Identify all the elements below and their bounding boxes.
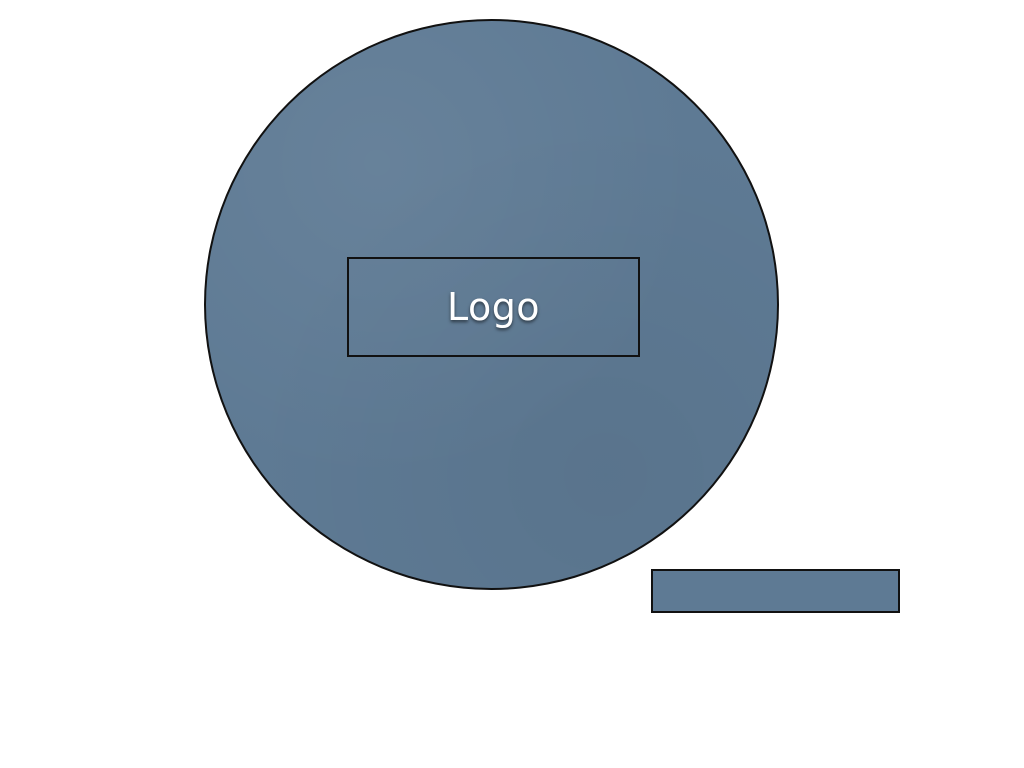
circle-shape	[204, 19, 779, 590]
bar-shape	[651, 569, 900, 613]
logo-placeholder-box: Logo	[347, 257, 640, 357]
logo-label: Logo	[446, 285, 541, 329]
